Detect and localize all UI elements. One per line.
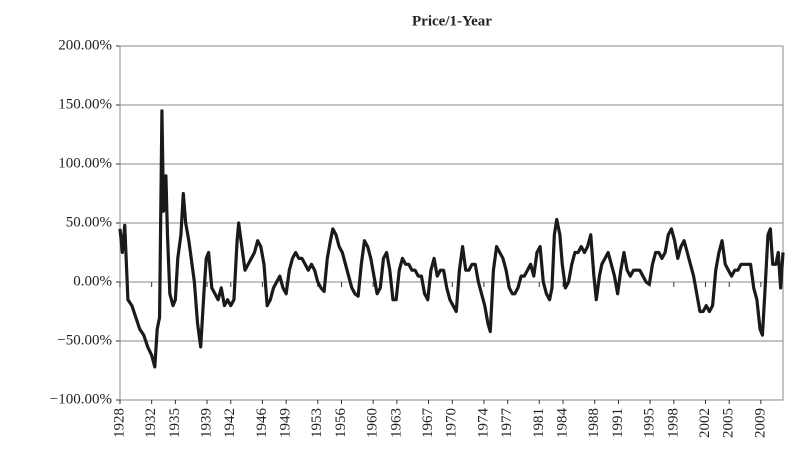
x-tick-label: 1998	[665, 408, 681, 438]
y-tick-label: 100.00%	[58, 155, 112, 171]
x-tick-label: 2009	[752, 408, 768, 438]
y-tick-label: 150.00%	[58, 96, 112, 112]
x-tick-label: 1981	[531, 408, 547, 438]
x-tick-label: 2002	[697, 408, 713, 438]
x-tick-label: 1953	[309, 408, 325, 438]
x-tick-label: 1942	[222, 408, 238, 438]
x-tick-label: 1928	[111, 408, 127, 438]
x-tick-label: 1956	[333, 408, 349, 439]
x-tick-label: 1946	[254, 408, 270, 439]
x-tick-label: 1963	[388, 408, 404, 438]
y-tick-label: −100.00%	[50, 391, 112, 407]
y-tick-label: 200.00%	[58, 37, 112, 53]
chart-title: Price/1-Year	[412, 13, 492, 29]
y-tick-label: 0.00%	[73, 273, 112, 289]
x-tick-label: 1939	[198, 408, 214, 438]
x-tick-label: 1970	[444, 408, 460, 438]
x-tick-label: 1995	[642, 408, 658, 438]
x-tick-label: 1988	[586, 408, 602, 438]
data-line	[118, 109, 785, 369]
x-tick-label: 1991	[610, 408, 626, 438]
y-tick-label: 50.00%	[66, 214, 112, 230]
x-tick-label: 1967	[420, 408, 436, 439]
x-tick-label: 2005	[721, 408, 737, 438]
x-tick-label: 1935	[167, 408, 183, 438]
x-tick-label: 1932	[143, 408, 159, 438]
x-tick-label: 1977	[499, 408, 515, 439]
x-tick-label: 1949	[278, 408, 294, 438]
x-tick-label: 1960	[365, 408, 381, 438]
x-tick-label: 1984	[554, 408, 570, 439]
plot-frame	[119, 45, 784, 401]
y-tick-label: −50.00%	[57, 332, 112, 348]
x-tick-label: 1974	[475, 408, 491, 439]
